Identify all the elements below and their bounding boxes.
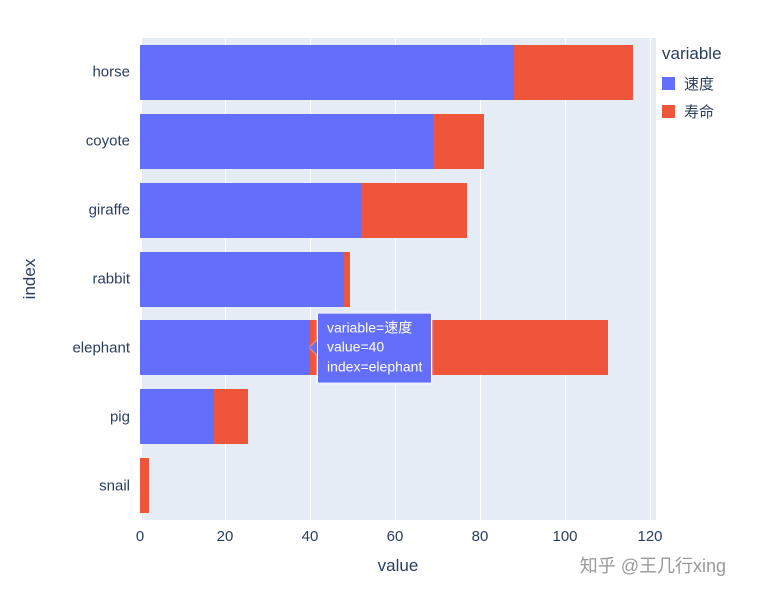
legend-label: 速度 [684,76,715,93]
y-tick-label-horse: horse [92,63,130,81]
y-tick-label-elephant: elephant [72,339,130,357]
y-tick-label-coyote: coyote [85,132,130,150]
gridline-x-120 [650,38,651,520]
bar-segment-elephant-速度[interactable] [140,320,310,376]
bar-segment-giraffe-速度[interactable] [140,182,361,238]
bar-segment-giraffe-寿命[interactable] [361,182,468,238]
x-axis-title: value [377,556,419,575]
plot-area [140,38,656,520]
legend-title: variable [662,44,722,63]
hover-tooltip: variable=速度 value=40 index=elephant [310,312,433,384]
x-tick-label-120: 120 [637,528,663,545]
gridline-x-60 [395,38,396,520]
gridline-x-100 [565,38,566,520]
bar-segment-snail-寿命[interactable] [140,458,149,514]
tooltip-line: index=elephant [327,358,423,375]
x-tick-label-40: 40 [301,528,319,545]
x-tick-label-0: 0 [135,528,145,545]
bar-segment-horse-寿命[interactable] [514,44,633,100]
y-tick-label-pig: pig [109,408,130,426]
tooltip-line: variable=速度 [327,319,413,336]
legend-swatch-icon [662,77,675,90]
x-tick-label-20: 20 [216,528,234,545]
y-axis-title: index [20,258,39,300]
bar-segment-coyote-速度[interactable] [140,113,434,169]
legend: variable 速度寿命 [662,44,722,129]
tooltip-arrow-icon [310,340,317,355]
x-tick-label-60: 60 [386,528,404,545]
legend-item-速度[interactable]: 速度 [662,73,722,94]
legend-label: 寿命 [684,104,715,121]
x-tick-label-80: 80 [471,528,489,545]
bar-segment-rabbit-寿命[interactable] [344,251,351,307]
watermark: 知乎 @王几行xing [579,556,726,576]
bar-segment-coyote-寿命[interactable] [433,113,485,169]
y-tick-label-rabbit: rabbit [92,270,130,288]
legend-swatch-icon [662,105,675,118]
bar-segment-pig-寿命[interactable] [214,389,249,445]
tooltip-line: value=40 [327,339,385,356]
tooltip-content: variable=速度 value=40 index=elephant [317,312,433,384]
y-tick-label-snail: snail [99,477,130,495]
bar-segment-pig-速度[interactable] [140,389,215,445]
x-tick-label-100: 100 [552,528,578,545]
legend-item-寿命[interactable]: 寿命 [662,101,722,122]
legend-items: 速度 寿命 [662,73,722,122]
y-tick-label-giraffe: giraffe [88,201,130,219]
bar-segment-horse-速度[interactable] [140,44,514,100]
bar-segment-rabbit-速度[interactable] [140,251,344,307]
gridline-x-80 [480,38,481,520]
